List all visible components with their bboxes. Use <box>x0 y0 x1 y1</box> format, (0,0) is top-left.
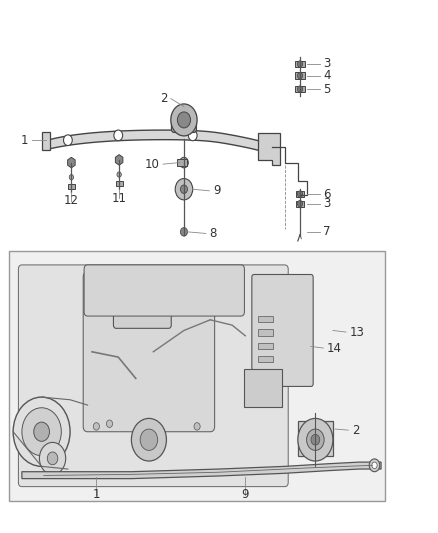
Polygon shape <box>115 155 123 165</box>
Circle shape <box>114 130 123 141</box>
Text: 8: 8 <box>209 227 217 240</box>
Circle shape <box>180 228 187 236</box>
FancyBboxPatch shape <box>171 112 196 132</box>
Circle shape <box>34 422 49 441</box>
Bar <box>177 159 187 166</box>
Bar <box>258 329 273 336</box>
Text: 6: 6 <box>323 188 331 200</box>
Bar <box>295 72 305 79</box>
Circle shape <box>311 434 320 445</box>
Bar <box>295 86 305 92</box>
Bar <box>116 181 123 187</box>
FancyBboxPatch shape <box>83 272 215 432</box>
Circle shape <box>298 418 333 461</box>
FancyBboxPatch shape <box>113 274 171 328</box>
Text: 4: 4 <box>323 69 331 82</box>
Circle shape <box>180 157 188 168</box>
Circle shape <box>171 104 197 136</box>
FancyBboxPatch shape <box>252 274 313 386</box>
Circle shape <box>131 418 166 461</box>
Circle shape <box>69 175 74 180</box>
Text: 7: 7 <box>323 225 331 238</box>
Polygon shape <box>42 132 50 150</box>
Circle shape <box>47 452 58 465</box>
Circle shape <box>297 72 303 79</box>
Text: 2: 2 <box>352 424 359 437</box>
Circle shape <box>109 284 115 292</box>
Circle shape <box>175 179 193 200</box>
Bar <box>295 61 305 67</box>
Bar <box>296 191 304 197</box>
Circle shape <box>93 423 99 430</box>
Text: 1: 1 <box>21 134 28 147</box>
Circle shape <box>194 423 200 430</box>
Circle shape <box>91 287 97 294</box>
Text: 2: 2 <box>160 92 167 105</box>
Polygon shape <box>258 133 280 165</box>
Polygon shape <box>22 462 381 479</box>
Circle shape <box>64 135 72 146</box>
Text: 1: 1 <box>92 488 100 501</box>
Bar <box>258 356 273 362</box>
Circle shape <box>39 442 66 474</box>
Text: 3: 3 <box>323 197 331 210</box>
Circle shape <box>307 429 324 450</box>
Circle shape <box>22 408 61 456</box>
Circle shape <box>369 459 380 472</box>
Circle shape <box>159 284 165 292</box>
FancyBboxPatch shape <box>244 369 282 407</box>
FancyBboxPatch shape <box>84 265 244 316</box>
Text: 5: 5 <box>323 83 331 95</box>
Text: 11: 11 <box>112 192 127 205</box>
Circle shape <box>180 185 187 193</box>
Bar <box>258 343 273 349</box>
Circle shape <box>207 287 213 294</box>
Bar <box>296 200 304 206</box>
Circle shape <box>297 191 303 197</box>
Circle shape <box>177 112 191 128</box>
Circle shape <box>188 130 197 141</box>
Text: 9: 9 <box>241 488 249 501</box>
Text: 10: 10 <box>145 158 159 171</box>
FancyBboxPatch shape <box>18 265 288 487</box>
Polygon shape <box>44 130 272 155</box>
Bar <box>258 316 273 322</box>
Bar <box>9 251 385 501</box>
Circle shape <box>297 86 303 92</box>
Circle shape <box>13 397 70 466</box>
Circle shape <box>297 200 303 207</box>
Circle shape <box>140 429 158 450</box>
Text: 14: 14 <box>327 342 342 354</box>
Circle shape <box>117 172 121 177</box>
Bar <box>68 184 75 189</box>
Circle shape <box>297 61 303 67</box>
Polygon shape <box>67 157 75 168</box>
Polygon shape <box>298 421 333 456</box>
Text: 12: 12 <box>64 195 79 207</box>
Circle shape <box>106 420 113 427</box>
Circle shape <box>372 462 377 469</box>
Text: 13: 13 <box>350 326 364 338</box>
Text: 3: 3 <box>323 58 331 70</box>
Text: 9: 9 <box>213 184 220 197</box>
